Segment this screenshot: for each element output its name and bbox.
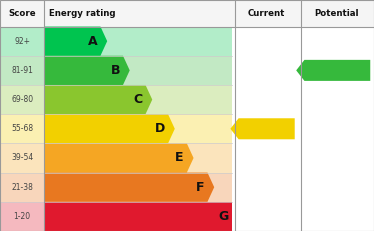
Polygon shape — [44, 202, 232, 231]
Bar — [0, 114, 232, 143]
Text: 21-38: 21-38 — [11, 183, 33, 192]
Polygon shape — [296, 60, 370, 81]
Text: Potential: Potential — [315, 9, 359, 18]
Text: 1-20: 1-20 — [13, 212, 31, 221]
Text: 81-91: 81-91 — [11, 66, 33, 75]
Bar — [0, 27, 232, 56]
Text: 69-80: 69-80 — [11, 95, 33, 104]
Text: F: F — [196, 181, 205, 194]
Text: A: A — [88, 35, 98, 48]
Polygon shape — [44, 56, 130, 85]
Text: G: G — [219, 210, 229, 223]
Polygon shape — [44, 114, 175, 143]
Text: 39-54: 39-54 — [11, 153, 33, 162]
Text: D: D — [155, 122, 165, 135]
Text: Current: Current — [248, 9, 285, 18]
Text: C: C — [134, 93, 142, 106]
Bar — [0, 143, 232, 173]
Bar — [0, 56, 232, 85]
Text: Energy rating: Energy rating — [49, 9, 115, 18]
Text: 55-68: 55-68 — [11, 124, 33, 133]
Text: E: E — [175, 152, 184, 164]
Bar — [0, 173, 232, 202]
Polygon shape — [44, 143, 194, 173]
Polygon shape — [230, 118, 295, 139]
Bar — [0, 0, 374, 27]
Bar — [0, 202, 232, 231]
Text: Score: Score — [8, 9, 36, 18]
Text: B: B — [110, 64, 120, 77]
Polygon shape — [44, 173, 214, 202]
Bar — [0, 85, 232, 114]
Text: 85  B: 85 B — [327, 66, 350, 75]
Polygon shape — [44, 27, 107, 56]
Text: 92+: 92+ — [14, 37, 30, 46]
Text: 68  D: 68 D — [256, 124, 279, 133]
Polygon shape — [44, 85, 152, 114]
